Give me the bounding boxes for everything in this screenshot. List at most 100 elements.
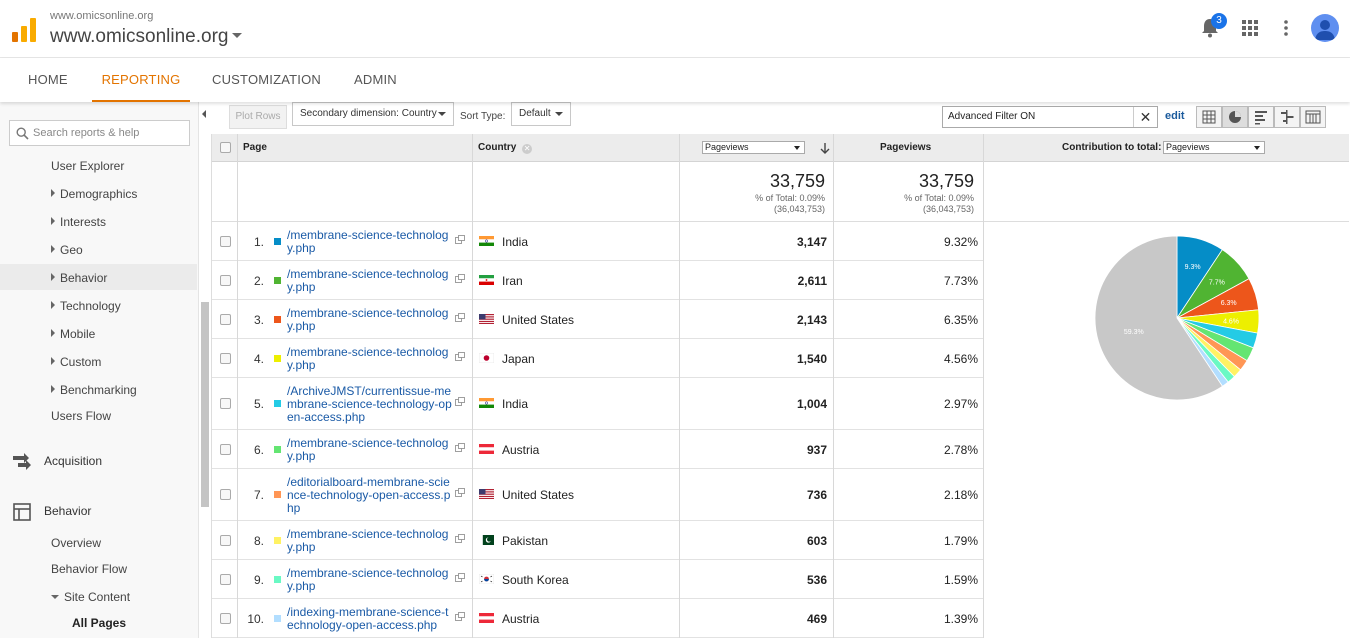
country-value[interactable]: Japan (502, 351, 535, 366)
row-checkbox[interactable] (220, 489, 231, 500)
country-value[interactable]: Pakistan (502, 533, 549, 548)
view-table-button[interactable] (1196, 106, 1222, 128)
sidebar-item-technology[interactable]: Technology (51, 299, 121, 313)
sort-type-select[interactable]: Default (511, 102, 571, 126)
sidebar-item-label: User Explorer (51, 159, 125, 173)
apps-grid-icon[interactable] (1242, 20, 1258, 36)
sidebar-item-user-explorer[interactable]: User Explorer (51, 159, 124, 173)
notification-badge[interactable]: 3 (1211, 13, 1227, 29)
row-checkbox[interactable] (220, 313, 231, 325)
sidebar-item-demographics[interactable]: Demographics (51, 187, 137, 201)
more-vert-icon[interactable] (1283, 20, 1289, 36)
sidebar-item-behavior-flow[interactable]: Behavior Flow (51, 562, 127, 576)
page-link[interactable]: /membrane-science-technology.php (287, 565, 449, 593)
page-link[interactable]: /membrane-science-technology.php (287, 435, 449, 463)
pie-slice-label: 4.6% (1223, 318, 1239, 325)
external-link-icon[interactable] (455, 572, 465, 582)
country-value[interactable]: South Korea (502, 572, 569, 587)
account-view-selector[interactable]: www.omicsonline.org (50, 26, 229, 47)
page-link[interactable]: /ArchiveJMST/currentissue-membrane-scien… (287, 383, 452, 424)
sidebar-item-site-content[interactable]: Site Content (51, 590, 130, 604)
advanced-filter-input[interactable]: Advanced Filter ON ✕ (942, 106, 1158, 128)
plot-rows-button[interactable]: Plot Rows (229, 105, 287, 129)
user-avatar[interactable] (1311, 14, 1339, 42)
row-checkbox[interactable] (220, 443, 231, 455)
column-header-page[interactable]: Page (243, 142, 267, 153)
tab-home[interactable]: HOME (28, 72, 68, 87)
page-link[interactable]: /membrane-science-technology.php (287, 526, 449, 554)
row-checkbox[interactable] (220, 398, 231, 409)
row-checkbox[interactable] (220, 573, 231, 585)
external-link-icon[interactable] (455, 533, 465, 543)
total-pageviews-value: 33,759 (769, 171, 825, 191)
external-link-icon[interactable] (455, 312, 465, 322)
sidebar-section-behavior[interactable]: Behavior (44, 504, 92, 518)
external-link-icon[interactable] (455, 351, 465, 361)
metric-select[interactable]: Pageviews (702, 141, 805, 154)
tab-reporting[interactable]: REPORTING (92, 58, 190, 102)
external-link-icon[interactable] (455, 611, 465, 621)
select-all-checkbox[interactable] (220, 142, 231, 153)
page-link[interactable]: /membrane-science-technology.php (287, 266, 449, 294)
external-link-icon[interactable] (455, 273, 465, 283)
country-value[interactable]: United States (502, 488, 575, 502)
external-link-icon[interactable] (455, 234, 465, 244)
country-value[interactable]: United States (502, 312, 575, 327)
sidebar-item-interests[interactable]: Interests (51, 215, 106, 229)
sidebar-item-behavior[interactable]: Behavior (51, 271, 107, 285)
pageviews-value: 469 (806, 611, 827, 626)
tab-customization[interactable]: CUSTOMIZATION (212, 72, 322, 87)
page-link[interactable]: /editorialboard-membrane-science-technol… (287, 474, 451, 515)
row-number: 1. (253, 234, 264, 249)
country-value[interactable]: Iran (502, 273, 523, 288)
view-performance-button[interactable] (1248, 106, 1274, 128)
sidebar-item-benchmarking[interactable]: Benchmarking (51, 383, 137, 397)
analytics-logo-icon[interactable] (12, 18, 36, 42)
column-header-country[interactable]: Country ✕ (478, 134, 533, 162)
country-value[interactable]: India (502, 397, 529, 411)
sidebar-item-geo[interactable]: Geo (51, 243, 83, 257)
row-checkbox[interactable] (220, 612, 231, 624)
external-link-icon[interactable] (455, 442, 465, 452)
row-checkbox[interactable] (220, 274, 231, 286)
collapse-left-icon[interactable] (202, 110, 206, 118)
sidebar-scrollbar[interactable] (201, 302, 209, 507)
total-pageviews-percent: % of Total: 0.09% (755, 193, 825, 203)
pageviews-value: 536 (806, 572, 827, 587)
column-header-pageviews[interactable]: Pageviews (880, 142, 932, 153)
edit-filter-link[interactable]: edit (1165, 110, 1185, 122)
sidebar-item-mobile[interactable]: Mobile (51, 327, 95, 341)
page-link[interactable]: /indexing-membrane-science-technology-op… (287, 604, 449, 632)
view-pie-button[interactable] (1222, 106, 1248, 128)
country-value[interactable]: India (502, 234, 529, 249)
contribution-metric-select[interactable]: Pageviews (1163, 141, 1265, 154)
row-checkbox[interactable] (220, 352, 231, 364)
row-number: 3. (253, 312, 264, 327)
page-link[interactable]: /membrane-science-technology.php (287, 305, 449, 333)
tab-admin[interactable]: ADMIN (354, 72, 397, 87)
chevron-down-icon[interactable] (232, 33, 242, 38)
row-checkbox[interactable] (220, 235, 231, 247)
view-comparison-button[interactable] (1274, 106, 1300, 128)
expand-arrow-icon (51, 385, 55, 393)
sidebar-section-acquisition[interactable]: Acquisition (44, 454, 103, 468)
comparison-view-icon (1281, 110, 1294, 124)
sidebar-item-users-flow[interactable]: Users Flow (51, 409, 111, 423)
pie-slice-11[interactable] (1094, 235, 1223, 401)
sidebar-item-custom[interactable]: Custom (51, 355, 101, 369)
sidebar-item-all-pages[interactable]: All Pages (72, 616, 126, 630)
row-checkbox[interactable] (220, 534, 231, 546)
country-value[interactable]: Austria (502, 442, 540, 457)
sort-desc-icon[interactable] (820, 142, 830, 154)
clear-filter-icon[interactable]: ✕ (1133, 107, 1157, 127)
page-link[interactable]: /membrane-science-technology.php (287, 227, 449, 255)
remove-dimension-icon[interactable]: ✕ (522, 144, 533, 154)
country-value[interactable]: Austria (502, 611, 540, 626)
search-input[interactable]: Search reports & help (9, 120, 190, 146)
view-pivot-button[interactable] (1300, 106, 1326, 128)
external-link-icon[interactable] (455, 397, 465, 406)
secondary-dimension-select[interactable]: Secondary dimension: Country (292, 102, 454, 126)
external-link-icon[interactable] (455, 488, 465, 497)
sidebar-item-overview[interactable]: Overview (51, 536, 101, 550)
page-link[interactable]: /membrane-science-technology.php (287, 344, 449, 372)
